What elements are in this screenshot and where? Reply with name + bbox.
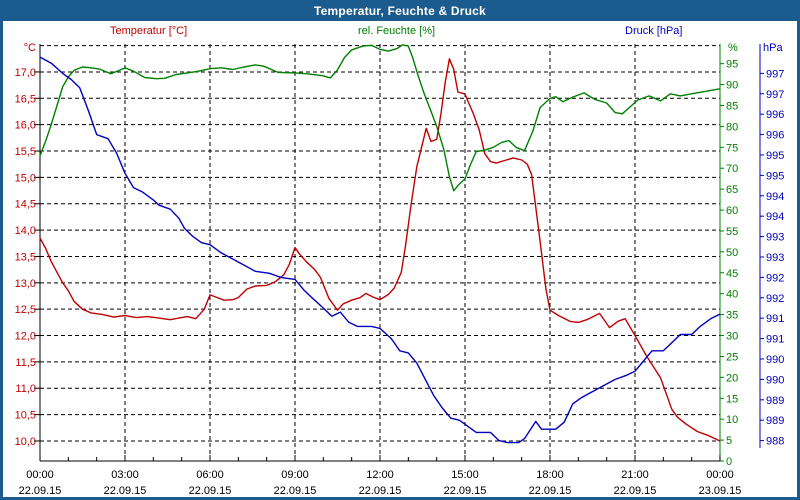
temperature-tick-label: 16,0 — [15, 120, 36, 132]
date-tick-label: 22.09.15 — [614, 485, 657, 497]
humidity-unit-label: % — [728, 42, 738, 54]
pressure-tick-label: 997 — [766, 89, 784, 101]
time-tick-label: 00:00 — [26, 469, 54, 481]
pressure-tick-label: 990 — [766, 354, 784, 366]
temperature-tick-label: 12,5 — [15, 304, 36, 316]
pressure-tick-label: 995 — [766, 150, 784, 162]
temperature-tick-label: 12,0 — [15, 331, 36, 343]
humidity-tick-label: 15 — [726, 393, 738, 405]
humidity-tick-label: 55 — [726, 226, 738, 238]
humidity-tick-label: 70 — [726, 163, 738, 175]
humidity-tick-label: 85 — [726, 100, 738, 112]
date-tick-label: 22.09.15 — [529, 485, 572, 497]
temperature-tick-label: 10,0 — [15, 436, 36, 448]
pressure-tick-label: 996 — [766, 130, 784, 142]
date-tick-label: 22.09.15 — [274, 485, 317, 497]
humidity-tick-label: 20 — [726, 372, 738, 384]
temperature-tick-label: 15,0 — [15, 172, 36, 184]
humidity-tick-label: 35 — [726, 310, 738, 322]
humidity-tick-label: 75 — [726, 142, 738, 154]
time-tick-label: 18:00 — [536, 469, 564, 481]
humidity-tick-label: 90 — [726, 80, 738, 92]
pressure-series-label: Druck [hPa] — [625, 25, 683, 37]
pressure-tick-label: 989 — [766, 415, 784, 427]
pressure-series-line — [39, 56, 721, 444]
humidity-series-line — [39, 44, 721, 192]
temperature-tick-label: 14,0 — [15, 225, 36, 237]
window-border-left — [0, 21, 3, 500]
time-tick-label: 21:00 — [621, 469, 649, 481]
pressure-tick-label: 991 — [766, 334, 784, 346]
window-title: Temperatur, Feuchte & Druck — [314, 3, 486, 18]
pressure-tick-label: 996 — [766, 109, 784, 121]
temperature-series-line — [39, 58, 721, 442]
temperature-tick-label: 17,0 — [15, 67, 36, 79]
humidity-series-label: rel. Feuchte [%] — [358, 25, 436, 37]
window-border-bottom — [0, 497, 800, 500]
pressure-tick-label: 994 — [766, 191, 784, 203]
window-border-right — [797, 21, 800, 500]
humidity-tick-label: 65 — [726, 184, 738, 196]
humidity-tick-label: 60 — [726, 205, 738, 217]
time-tick-label: 12:00 — [366, 469, 394, 481]
humidity-tick-label: 0 — [726, 456, 732, 468]
pressure-tick-label: 992 — [766, 272, 784, 284]
humidity-tick-label: 25 — [726, 351, 738, 363]
date-tick-label: 23.09.15 — [699, 485, 742, 497]
pressure-tick-label: 990 — [766, 374, 784, 386]
temperature-tick-label: 13,0 — [15, 278, 36, 290]
pressure-tick-label: 994 — [766, 211, 784, 223]
humidity-tick-label: 40 — [726, 289, 738, 301]
temperature-unit-label: °C — [23, 42, 36, 54]
pressure-tick-label: 995 — [766, 170, 784, 182]
temperature-tick-label: 13,5 — [15, 251, 36, 263]
pressure-tick-label: 993 — [766, 232, 784, 244]
date-tick-label: 22.09.15 — [19, 485, 62, 497]
date-tick-label: 22.09.15 — [444, 485, 487, 497]
pressure-tick-label: 993 — [766, 252, 784, 264]
time-tick-label: 09:00 — [281, 469, 309, 481]
pressure-tick-label: 997 — [766, 68, 784, 80]
temperature-tick-label: 11,0 — [15, 383, 36, 395]
date-tick-label: 22.09.15 — [359, 485, 402, 497]
humidity-tick-label: 10 — [726, 414, 738, 426]
pressure-tick-label: 989 — [766, 395, 784, 407]
humidity-tick-label: 5 — [726, 435, 732, 447]
date-tick-label: 22.09.15 — [104, 485, 147, 497]
temperature-tick-label: 15,5 — [15, 146, 36, 158]
pressure-tick-label: 991 — [766, 313, 784, 325]
title-bar: Temperatur, Feuchte & Druck — [0, 0, 800, 21]
time-tick-label: 06:00 — [196, 469, 224, 481]
temperature-tick-label: 14,5 — [15, 199, 36, 211]
humidity-tick-label: 50 — [726, 247, 738, 259]
time-tick-label: 00:00 — [706, 469, 734, 481]
temperature-series-label: Temperatur [°C] — [110, 25, 188, 37]
time-tick-label: 03:00 — [111, 469, 139, 481]
temperature-tick-label: 16,5 — [15, 93, 36, 105]
humidity-tick-label: 80 — [726, 121, 738, 133]
time-tick-label: 15:00 — [451, 469, 479, 481]
date-tick-label: 22.09.15 — [189, 485, 232, 497]
pressure-tick-label: 988 — [766, 436, 784, 448]
temperature-tick-label: 11,5 — [15, 357, 36, 369]
temperature-tick-label: 10,5 — [15, 410, 36, 422]
humidity-tick-label: 45 — [726, 268, 738, 280]
pressure-tick-label: 992 — [766, 293, 784, 305]
humidity-tick-label: 95 — [726, 59, 738, 71]
humidity-tick-label: 30 — [726, 331, 738, 343]
pressure-unit-label: hPa — [763, 42, 783, 54]
